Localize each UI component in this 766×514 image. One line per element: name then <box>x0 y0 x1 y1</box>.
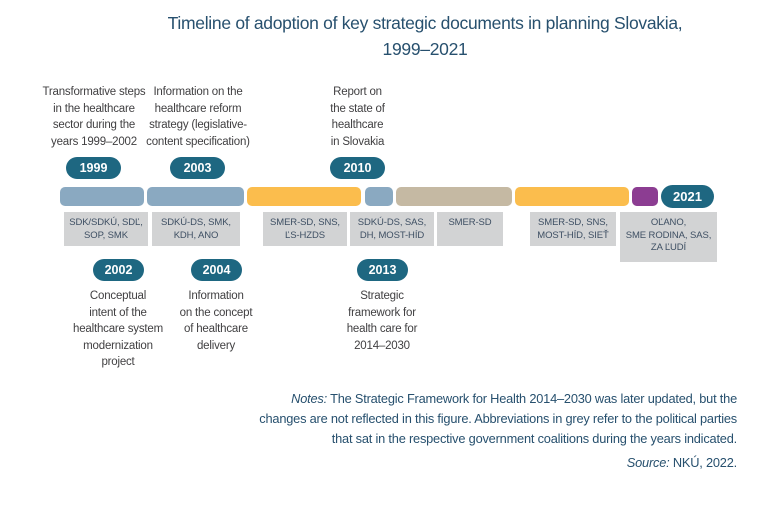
timeline-segment-7 <box>632 187 658 206</box>
year-badge-2013: 2013 <box>357 259 408 281</box>
timeline-segment-6 <box>515 187 629 206</box>
notes-line-3: that sat in the respective government co… <box>331 431 737 446</box>
party-box-7: OĽANO, SME RODINA, SAS, ZA ĽUDÍ <box>620 212 717 262</box>
timeline-segment-3 <box>247 187 361 206</box>
year-badge-2002: 2002 <box>93 259 144 281</box>
timeline-segment-1 <box>60 187 144 206</box>
timeline-segment-5 <box>396 187 512 206</box>
notes-label: Notes: <box>291 391 327 406</box>
year-badge-1999: 1999 <box>66 157 121 179</box>
notes-line1-text: The Strategic Framework for Health 2014–… <box>326 391 737 406</box>
source-label: Source: <box>626 455 670 470</box>
year-badge-2021: 2021 <box>661 185 714 208</box>
party-box-6: SMER-SD, SNS, MOST-HÍD, SIEŤ <box>530 212 616 246</box>
notes-line-1: Notes: The Strategic Framework for Healt… <box>137 389 737 409</box>
top-event-2003-text: Information on the healthcare reform str… <box>146 86 250 148</box>
top-event-1999-text: Transformative steps in the healthcare s… <box>42 86 146 148</box>
notes-block: Notes: The Strategic Framework for Healt… <box>137 389 737 473</box>
bottom-event-2002-text: Conceptual intent of the healthcare syst… <box>73 290 163 368</box>
bottom-event-2013-text: Strategic framework for health care for … <box>346 290 418 352</box>
top-event-2010-text: Report on the state of healthcare in Slo… <box>330 86 385 148</box>
notes-line-2: changes are not reflected in this figure… <box>259 411 737 426</box>
figure-title: Timeline of adoption of key strategic do… <box>90 10 760 62</box>
party-box-4: SDKÚ-DS, SAS, DH, MOST-HÍD <box>350 212 434 246</box>
figure-title-line2: 1999–2021 <box>382 39 468 59</box>
year-badge-2004: 2004 <box>191 259 242 281</box>
source-text: NKÚ, 2022. <box>669 455 737 470</box>
party-box-2: SDKÚ-DS, SMK, KDH, ANO <box>152 212 240 246</box>
timeline-segment-2 <box>147 187 244 206</box>
source-line: Source: NKÚ, 2022. <box>137 453 737 473</box>
party-box-3: SMER-SD, SNS, ĽS-HZDS <box>263 212 347 246</box>
party-box-5: SMER-SD <box>437 212 503 246</box>
timeline-segment-4 <box>365 187 393 206</box>
figure-title-line1: Timeline of adoption of key strategic do… <box>167 13 683 33</box>
party-box-1: SDK/SDKÚ, SDĽ, SOP, SMK <box>64 212 148 246</box>
bottom-event-2004-text: Information on the concept of healthcare… <box>179 290 253 352</box>
year-badge-2003: 2003 <box>170 157 225 179</box>
year-badge-2010: 2010 <box>330 157 385 179</box>
